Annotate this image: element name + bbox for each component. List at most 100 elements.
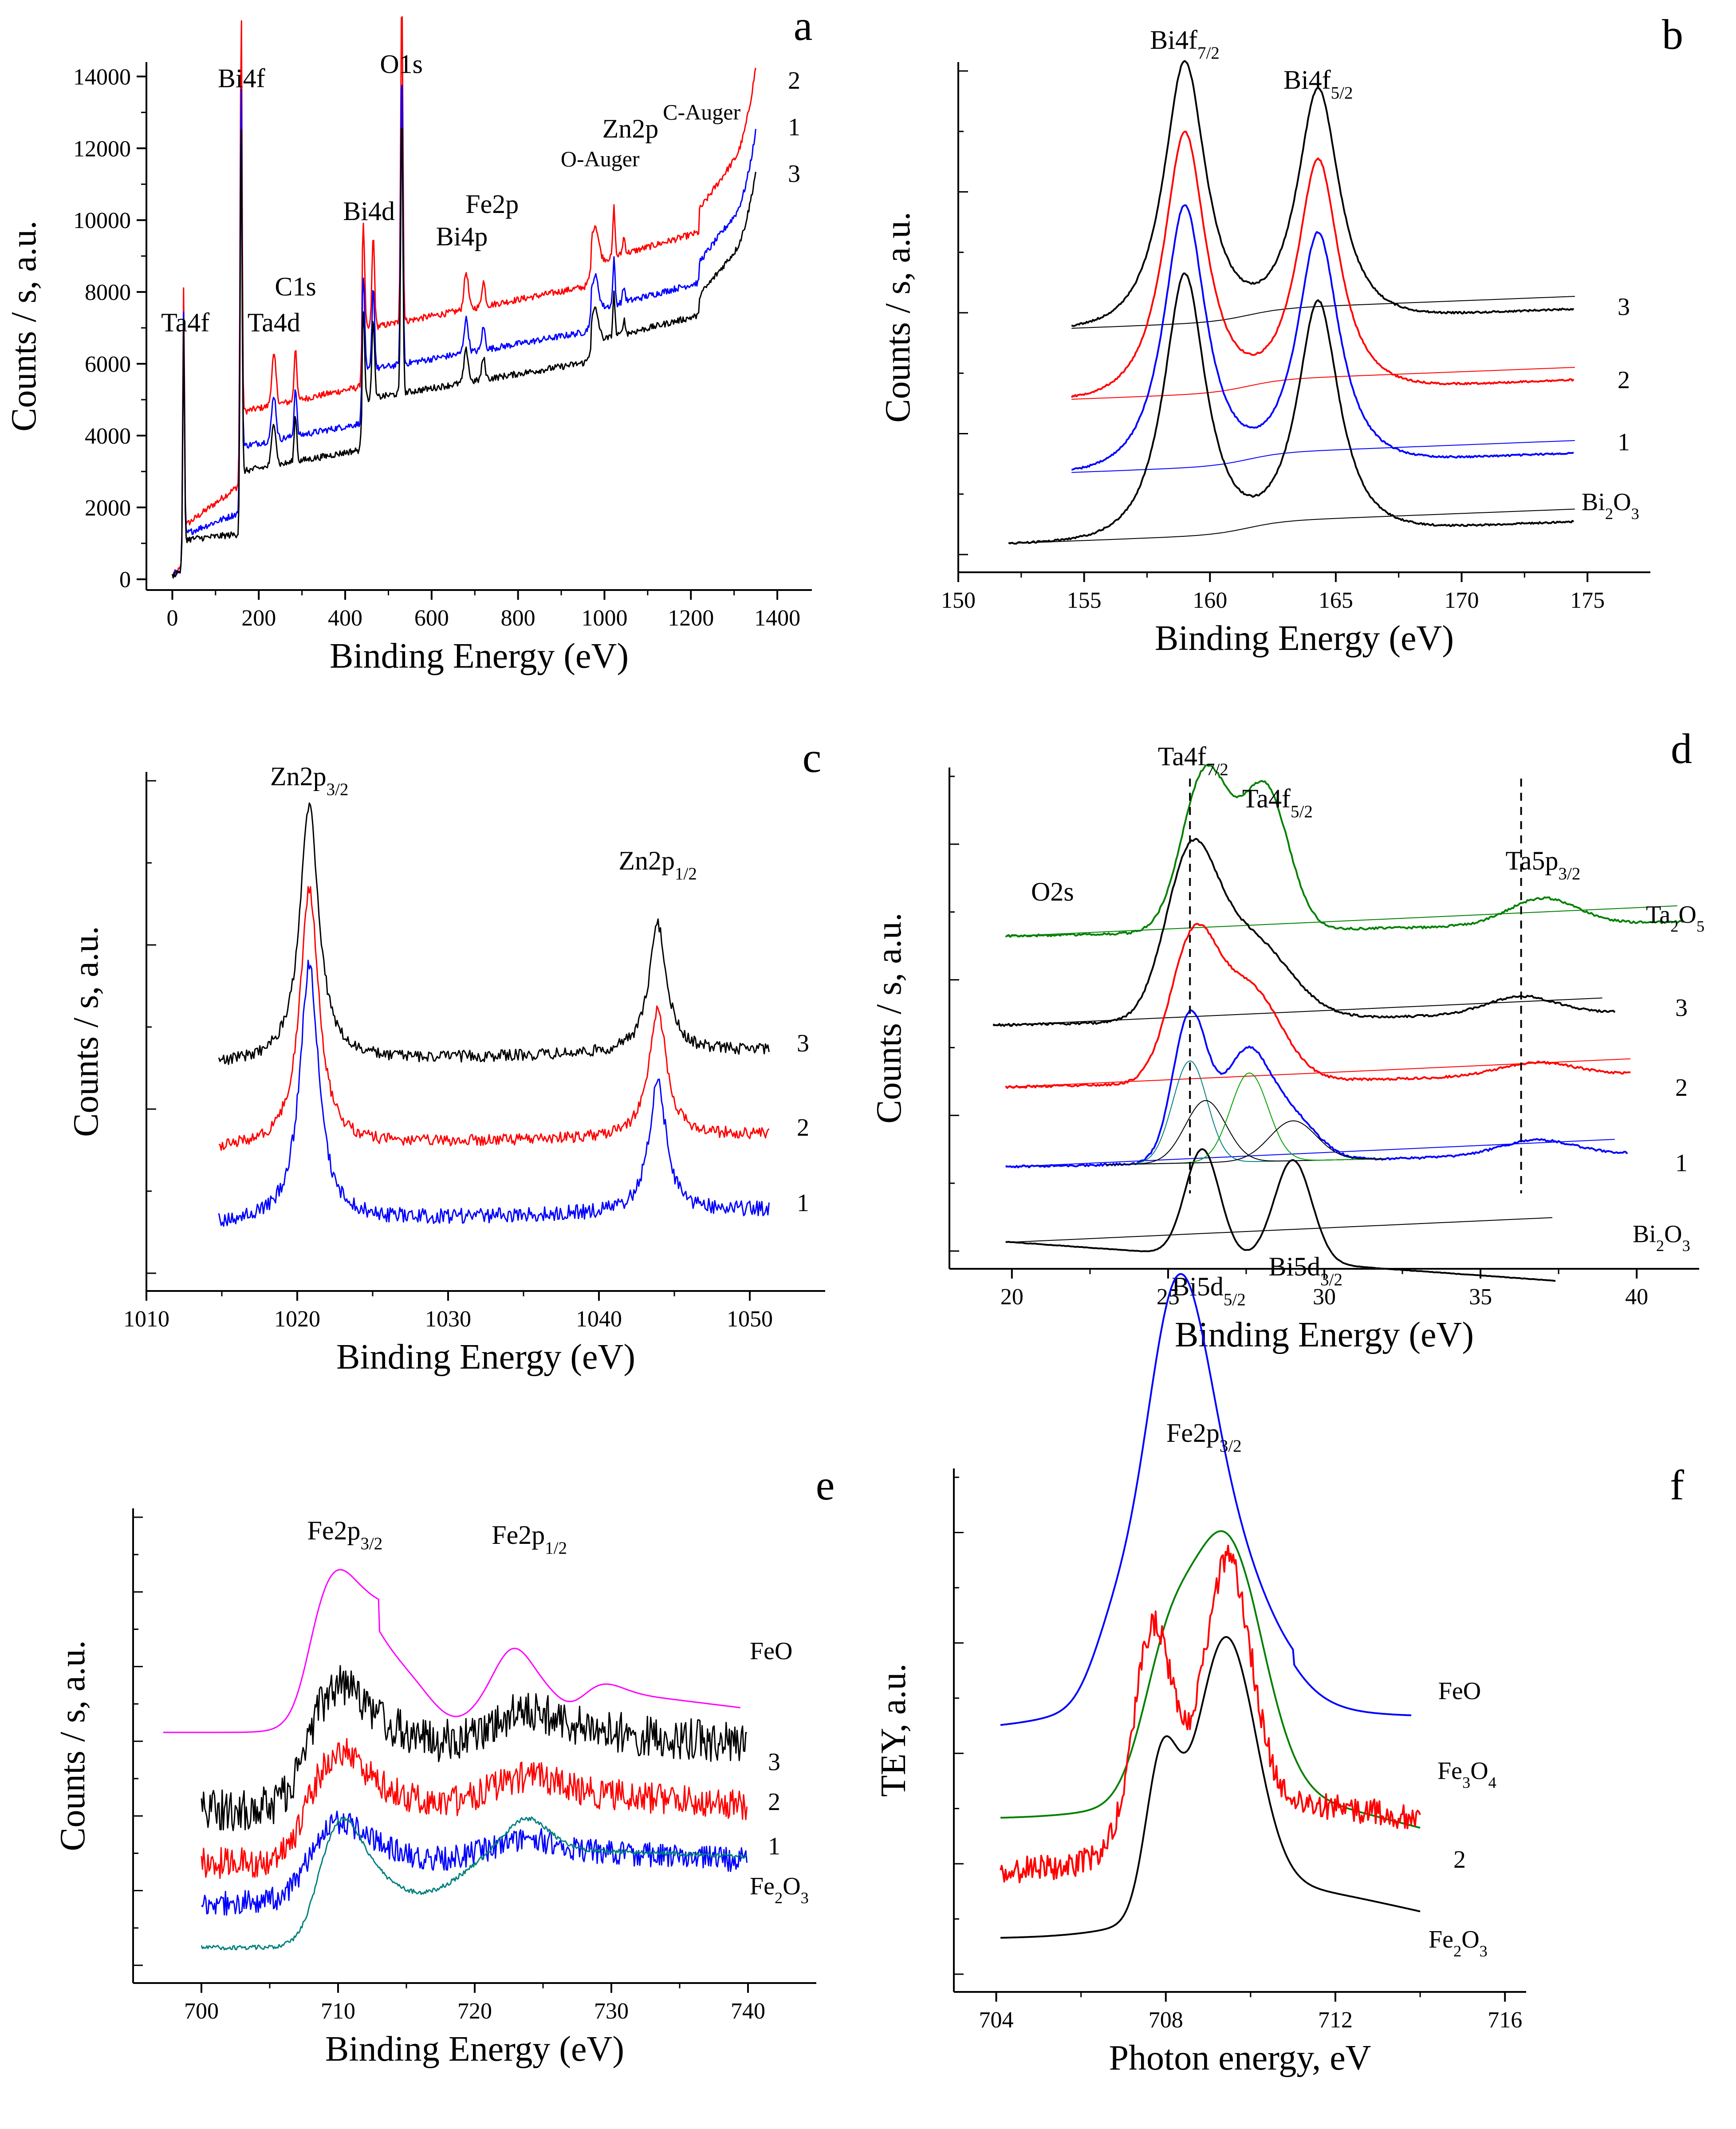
panel-letter: f [1670, 1461, 1684, 1509]
series-label: 2 [1675, 1074, 1688, 1102]
ref-label-part: 3 [1462, 1774, 1470, 1791]
series-label: 2 [797, 1114, 809, 1141]
peak-label-main: Zn2p [270, 762, 327, 791]
x-tick-label: 708 [1149, 2007, 1183, 2033]
series-line-2 [172, 16, 756, 577]
peak-label: Bi4p [436, 222, 488, 251]
y-tick-label: 4000 [85, 424, 131, 449]
peak-label-sub: 3/2 [360, 1534, 382, 1553]
ref-label-part: Ta [1646, 901, 1670, 929]
panel-a: 0 200 400 600 800 1000 1200 1400 Binding Energy … [4, 2, 812, 676]
background-line [1071, 367, 1575, 400]
y-tick-label: 2000 [85, 496, 131, 521]
peak-label-main: Bi5d [1268, 1252, 1320, 1281]
peak-label: Bi5d5/2 [1172, 1272, 1246, 1309]
x-tick-label: 704 [979, 2007, 1014, 2033]
background-line [1005, 905, 1677, 937]
peak-label-sub: 7/2 [1206, 760, 1228, 779]
background-line [1005, 1058, 1631, 1088]
series-label: 3 [1618, 293, 1630, 321]
background-line [993, 997, 1602, 1026]
y-axis-title: Counts / s, a.u. [67, 926, 106, 1137]
peak-label-sub: 5/2 [1331, 83, 1353, 102]
series-label: 1 [1618, 429, 1630, 456]
peak-label-main: Ta4f [1242, 784, 1291, 813]
panel-letter: b [1662, 11, 1683, 58]
series-line-3 [992, 838, 1616, 1027]
ref-label-part: 3 [1682, 1237, 1690, 1255]
x-tick-label: 30 [1313, 1284, 1336, 1310]
series-line-1 [201, 1810, 748, 1916]
series-line-1 [1071, 204, 1574, 471]
background-line [1008, 508, 1575, 544]
peak-label: Fe2p [465, 189, 519, 219]
series-line-Bi2O3 [1008, 272, 1575, 545]
ref-label-part: Bi [1582, 488, 1605, 516]
ref-label-part: O [1461, 1926, 1479, 1953]
series-line-Ta2O5 [1005, 764, 1684, 938]
x-tick-label: 1010 [123, 1307, 169, 1332]
ref-label-part: 2 [1656, 1237, 1664, 1255]
peak-label: Bi4f7/2 [1150, 25, 1220, 63]
x-tick-label: 700 [184, 1999, 219, 2024]
series-line-1 [218, 960, 770, 1227]
x-tick-label: 1040 [576, 1307, 622, 1332]
x-tick-label: 600 [414, 606, 449, 631]
background-line [1005, 1139, 1615, 1168]
series-label: 3 [797, 1030, 809, 1057]
peak-label: Ta4f [161, 308, 209, 337]
peak-label: O1s [380, 49, 423, 79]
peak-label: C1s [275, 272, 316, 301]
y-tick-label: 8000 [85, 280, 131, 305]
ref-label: Fe3O4 [1437, 1757, 1496, 1791]
y-axis-title: Counts / s, a.u. [870, 913, 909, 1124]
series-line-1 [172, 84, 756, 577]
x-axis-title: Binding Energy (eV) [1155, 619, 1454, 658]
y-axis-title: Counts / s, a.u. [4, 220, 43, 432]
x-tick-label: 1400 [754, 606, 800, 631]
x-tick-label: 740 [731, 1999, 765, 2024]
ref-label-part: Fe [1437, 1757, 1462, 1785]
y-axis-title: Counts / s, a.u. [878, 212, 917, 423]
background-line [1071, 440, 1575, 473]
peak-label: O-Auger [561, 146, 640, 171]
x-tick-label: 400 [328, 606, 362, 631]
ref-label: Bi2O3 [1633, 1220, 1690, 1255]
series-line-Fe2O3 [1000, 1636, 1421, 1939]
peak-label-sub: 7/2 [1197, 43, 1220, 63]
peak-label-sub: 5/2 [1224, 1290, 1246, 1309]
peak-label: O2s [1031, 877, 1074, 906]
ref-label-part: 2 [775, 1889, 783, 1907]
series-label: 1 [797, 1189, 809, 1217]
panel-letter: e [816, 1461, 835, 1509]
panel-f: 704 708 712 716 Photon energy, eV TEY, a.u. Fe… [874, 1273, 1684, 2078]
x-axis-title: Photon energy, eV [1109, 2038, 1371, 2078]
series-line-3 [201, 1665, 748, 1831]
series-line-2 [1000, 1544, 1421, 1884]
x-tick-label: 800 [501, 606, 535, 631]
x-tick-label: 730 [594, 1999, 629, 2024]
x-tick-label: 35 [1469, 1284, 1492, 1310]
series-label: 3 [788, 160, 800, 188]
series-line-Fe3O4 [1000, 1530, 1421, 1829]
ref-label: Fe2O3 [750, 1873, 809, 1907]
series-label: 2 [1453, 1846, 1466, 1873]
ref-label-part: 5 [1697, 917, 1705, 935]
series-label: 1 [788, 114, 800, 141]
x-tick-label: 160 [1193, 588, 1227, 613]
series-line-FeO [163, 1569, 740, 1733]
series-line-2 [201, 1738, 748, 1879]
peak-label-main: Fe2p [492, 1520, 545, 1550]
x-tick-label: 710 [321, 1999, 355, 2024]
peak-label: Fe2p1/2 [492, 1520, 567, 1558]
peak-label-main: Bi4f [1150, 25, 1197, 55]
series-label: 2 [768, 1788, 780, 1816]
ref-label-part: 2 [1605, 505, 1613, 523]
peak-label-sub: 3/2 [1320, 1270, 1342, 1289]
panel-letter: d [1671, 725, 1692, 772]
peak-label-sub: 1/2 [675, 864, 697, 883]
series-line-FeO [1000, 1273, 1412, 1726]
panel-b: 150 155 160 165 170 175 Binding Energy (eV) Cou… [878, 11, 1683, 658]
background-line [1005, 1217, 1553, 1243]
